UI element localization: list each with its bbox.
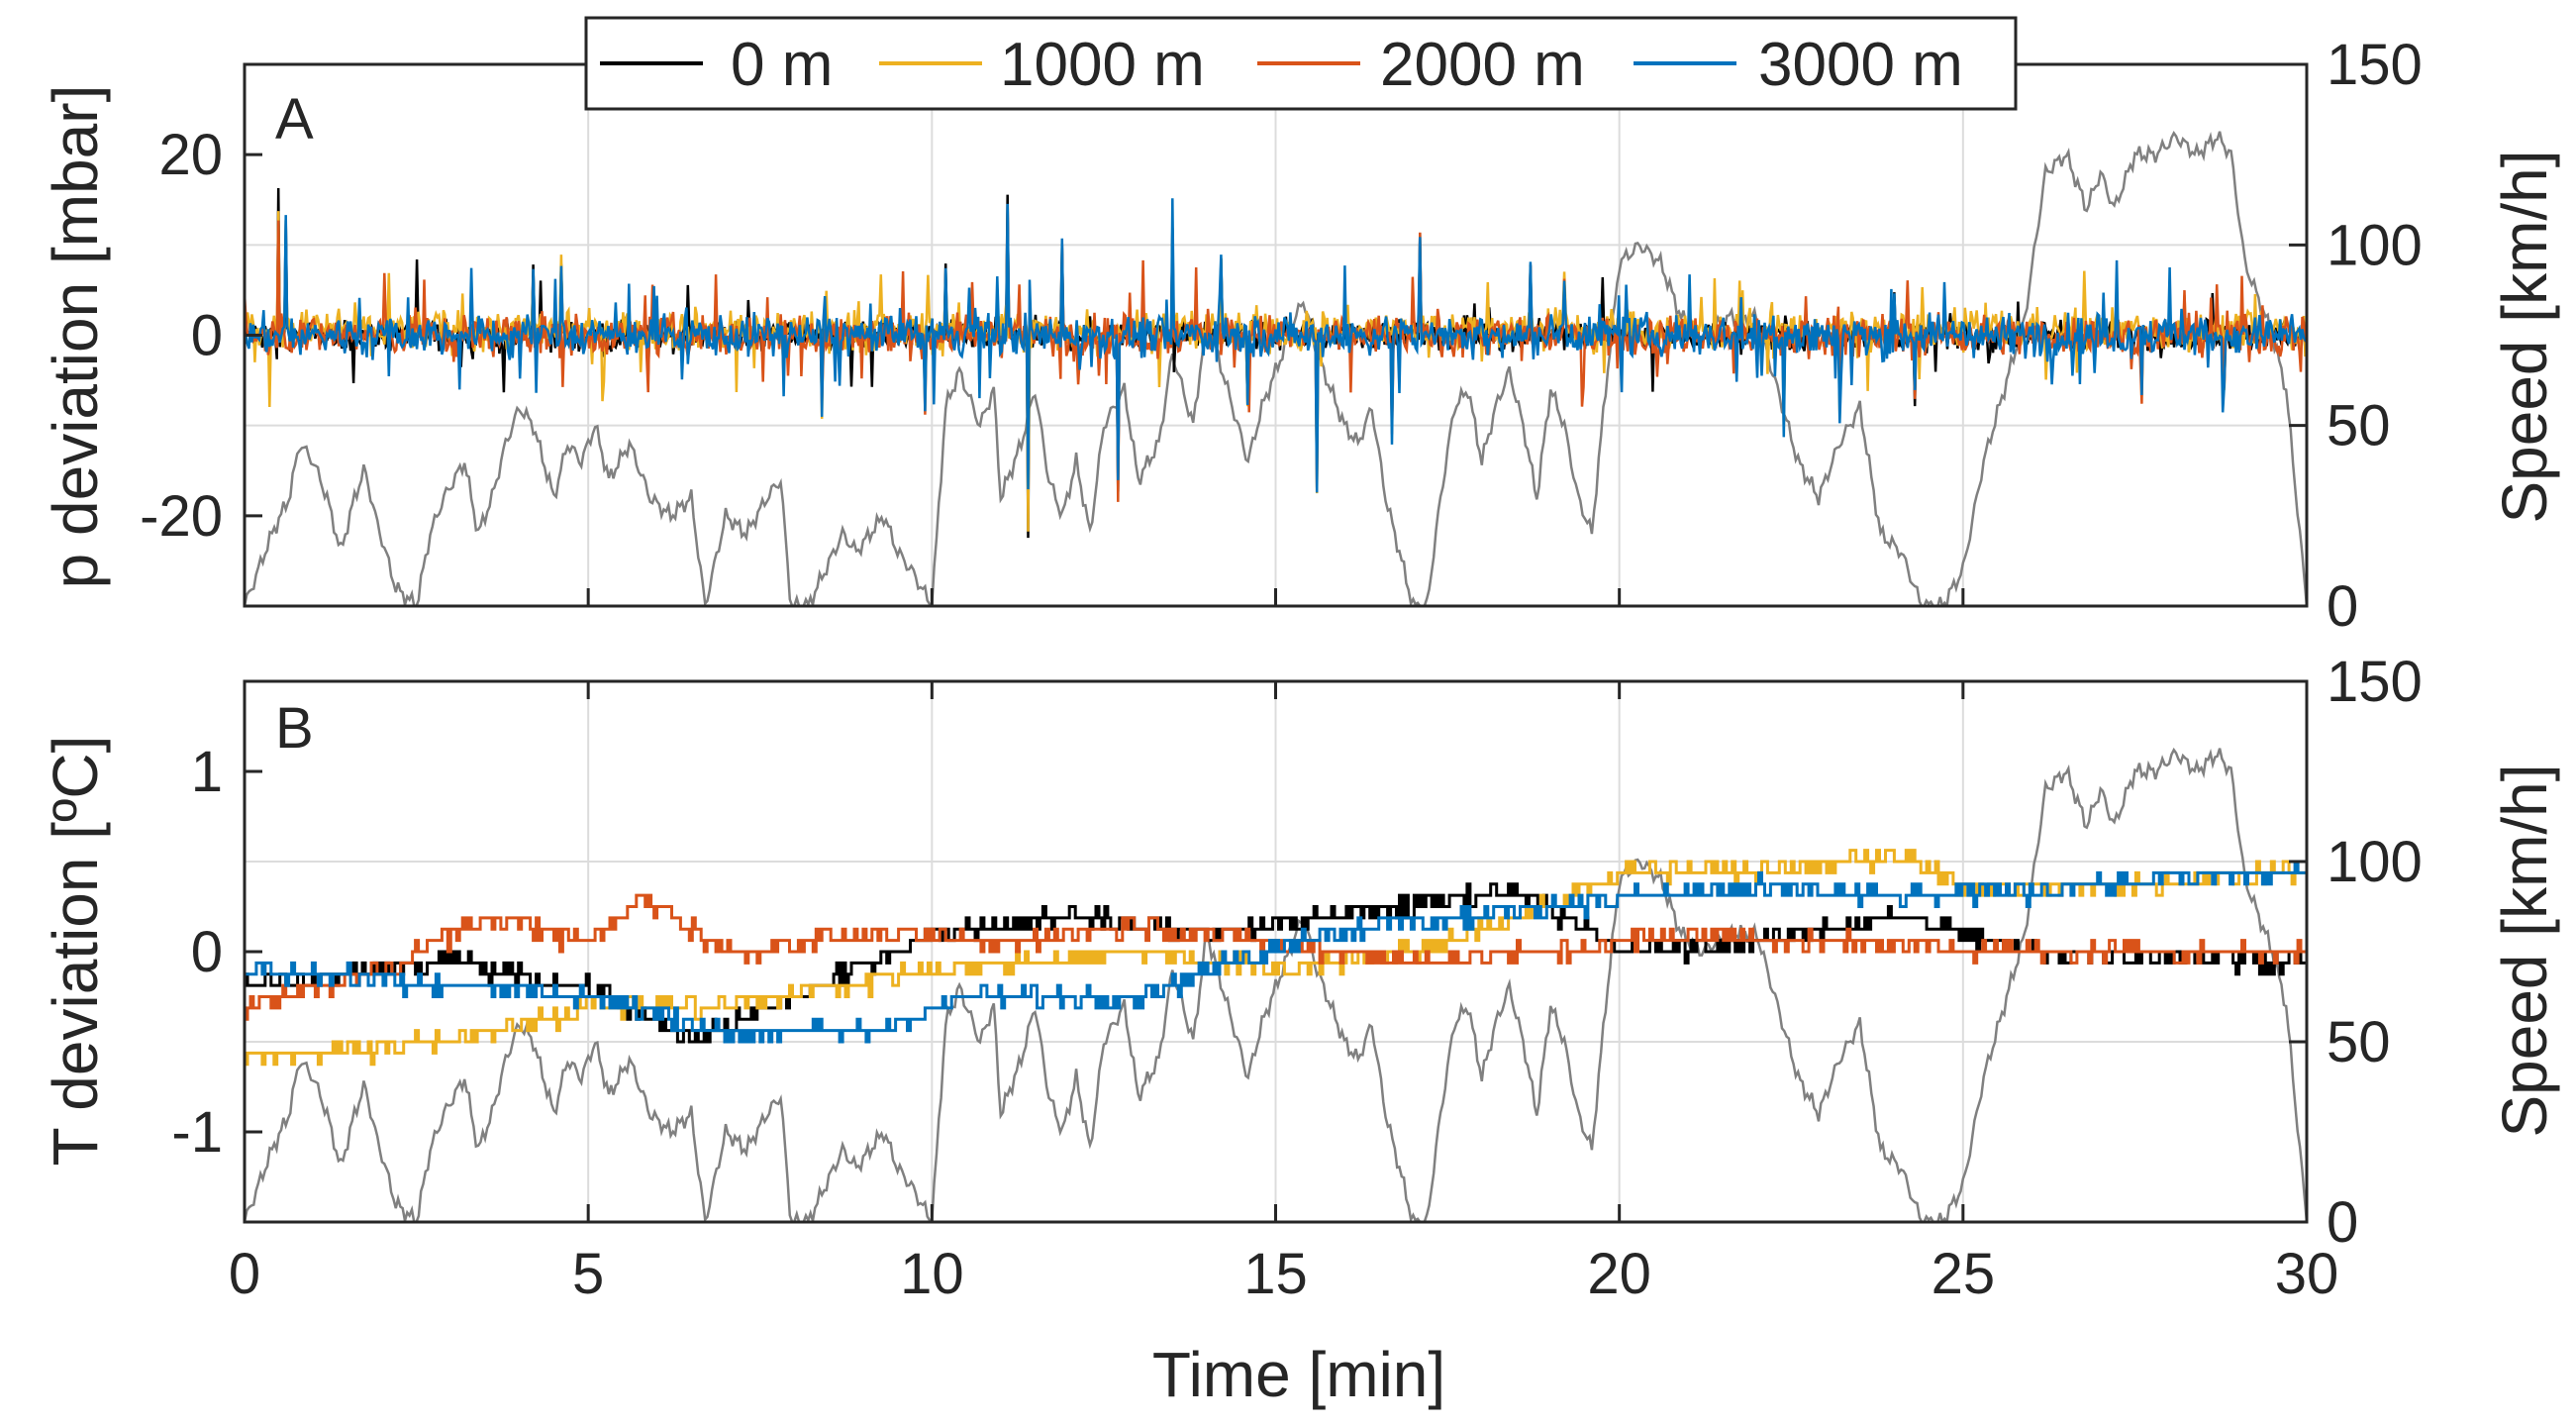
legend: 0 m 1000 m 2000 m 3000 m [584,16,2018,111]
panel-a-ylabel-right: Speed [km/h] [2489,150,2560,523]
panel-b-xtick-label-5: 5 [572,1242,604,1306]
panel-b-xlabel: Time [min] [1152,1339,1445,1410]
legend-label-1000m: 1000 m [1000,31,1205,99]
panel-b-ytick-label-0: 0 [191,920,223,984]
panel-b-series-2000m [245,893,2307,1021]
panel-b-ytick-label-1: 1 [191,740,223,804]
panel-b-ylabel-right: Speed [km/h] [2489,764,2560,1137]
panel-a-ytick-right-label-150: 150 [2327,33,2423,97]
panel-a-ytick-right-label-50: 50 [2327,394,2391,459]
legend-label-2000m: 2000 m [1380,31,1585,99]
panel-a-ytick-right-label-100: 100 [2327,213,2423,277]
panel-b-ytick-right-label-150: 150 [2327,650,2423,714]
panel-b-ylabel: T deviation [ºC] [40,736,111,1167]
panel-b-xtick-label-20: 20 [1587,1242,1651,1306]
panel-b-series-layer [245,849,2307,1067]
panel-a-ytick-right-label-0: 0 [2327,574,2358,639]
panel-a-series-2000m [245,213,2307,502]
legend-label-3000m: 3000 m [1758,31,1963,99]
panel-b-xtick-label-10: 10 [900,1242,964,1306]
panel-a-speed-line [245,131,2307,606]
panel-a-ylabel: p deviation [mbar] [40,85,111,589]
panel-a-series-3000m [245,198,2307,493]
panel-a-ytick-label-0: 0 [191,304,223,368]
panel-a-ytick-label--20: -20 [140,484,223,549]
panel-b-xtick-label-15: 15 [1243,1242,1308,1306]
panel-a-ytick-label-20: 20 [158,123,223,187]
panel-b-xtick-label-25: 25 [1932,1242,1996,1306]
panel-b-xtick-label-30: 30 [2275,1242,2339,1306]
panel-b-ytick-label--1: -1 [171,1100,223,1165]
legend-label-0m: 0 m [731,31,833,99]
panel-b-series-3000m [245,860,2307,1044]
panel-b-ytick-right-label-0: 0 [2327,1190,2358,1255]
panel-b-speed-layer [245,747,2307,1222]
panel-a-letter: A [275,87,314,152]
panel-b-ytick-right-label-50: 50 [2327,1010,2391,1074]
panel-a-speed-layer [245,131,2307,606]
panel-b-speed-line [245,747,2307,1222]
panel-a-series-layer [245,187,2307,539]
panel-b-letter: B [275,696,314,761]
panel-b-ytick-right-label-100: 100 [2327,830,2423,894]
panel-b-series-0m [245,882,2307,1044]
panel-b-xtick-label-0: 0 [229,1242,260,1306]
